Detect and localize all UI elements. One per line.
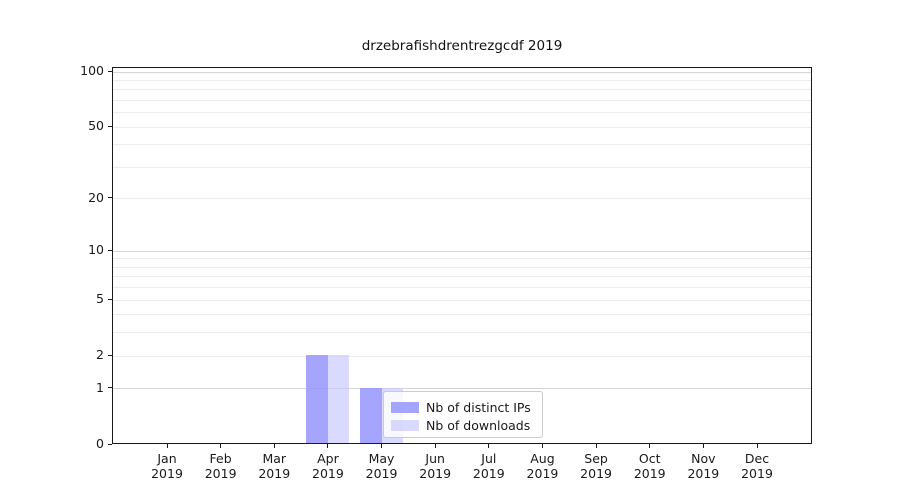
gridline-minor (113, 99, 811, 101)
legend-label: Nb of downloads (426, 417, 531, 433)
y-tick-mark (108, 443, 112, 445)
x-tick-mark (488, 444, 490, 448)
gridline-major (113, 71, 811, 73)
y-tick-label: 20 (88, 189, 104, 205)
gridline-minor (113, 332, 811, 334)
y-tick-label: 2 (96, 347, 104, 363)
x-tick-label: Oct 2019 (633, 451, 666, 481)
legend-swatch-downloads (391, 419, 419, 431)
y-tick-mark (108, 125, 112, 127)
gridline-major (113, 250, 811, 252)
x-tick-mark (434, 444, 436, 448)
gridline-minor (113, 166, 811, 168)
x-tick-mark (327, 444, 329, 448)
y-tick-label: 5 (96, 291, 104, 307)
y-tick-mark (108, 197, 112, 199)
x-tick-label: Nov 2019 (687, 451, 720, 481)
gridline-minor (113, 112, 811, 114)
x-tick-label: Jul 2019 (472, 451, 505, 481)
legend: Nb of distinct IPs Nb of downloads (383, 391, 543, 438)
gridline-minor (113, 198, 811, 200)
x-tick-label: Sep 2019 (580, 451, 612, 481)
gridline-minor (113, 287, 811, 289)
gridline-minor (113, 144, 811, 146)
plot-area (112, 67, 812, 444)
gridline-minor (113, 258, 811, 260)
x-tick-label: Dec 2019 (741, 451, 773, 481)
legend-entry-downloads: Nb of downloads (391, 416, 535, 434)
x-tick-mark (220, 444, 222, 448)
y-tick-mark (108, 249, 112, 251)
gridline-minor (113, 314, 811, 316)
y-tick-mark (108, 298, 112, 300)
y-tick-mark (108, 70, 112, 72)
bar-distinct-ips-may (360, 387, 382, 443)
gridline-minor (113, 299, 811, 301)
y-tick-label: 0 (96, 436, 104, 451)
x-tick-mark (381, 444, 383, 448)
x-tick-label: Jan 2019 (151, 451, 183, 481)
x-tick-label: Jun 2019 (419, 451, 452, 481)
y-tick-label: 1 (96, 379, 104, 395)
y-tick-mark (108, 387, 112, 389)
x-tick-label: May 2019 (365, 451, 398, 481)
x-tick-label: Aug 2019 (526, 451, 559, 481)
legend-entry-distinct-ips: Nb of distinct IPs (391, 398, 535, 416)
x-tick-mark (541, 444, 543, 448)
y-tick-label: 10 (88, 242, 104, 258)
bar-downloads-apr (327, 355, 350, 443)
gridline-minor (113, 276, 811, 278)
x-tick-mark (273, 444, 275, 448)
chart-title: drzebrafishdrentrezgcdf 2019 (361, 38, 563, 54)
gridline-minor (113, 79, 811, 81)
x-tick-label: Apr 2019 (312, 451, 344, 481)
x-tick-label: Mar 2019 (258, 451, 291, 481)
x-tick-mark (166, 444, 168, 448)
x-tick-mark (595, 444, 597, 448)
x-tick-mark (702, 444, 704, 448)
y-tick-label: 50 (88, 118, 104, 134)
legend-swatch-distinct-ips (391, 401, 419, 413)
y-tick-mark (108, 354, 112, 356)
x-tick-label: Feb 2019 (204, 451, 237, 481)
gridline-minor (113, 89, 811, 91)
bar-distinct-ips-apr (306, 355, 328, 443)
x-tick-mark (756, 444, 758, 448)
gridline-minor (113, 126, 811, 128)
gridline-minor (113, 266, 811, 268)
y-tick-label: 100 (80, 63, 104, 78)
x-tick-mark (649, 444, 651, 448)
legend-label: Nb of distinct IPs (426, 399, 531, 415)
gridline-major (113, 388, 811, 390)
gridline-minor (113, 355, 811, 357)
